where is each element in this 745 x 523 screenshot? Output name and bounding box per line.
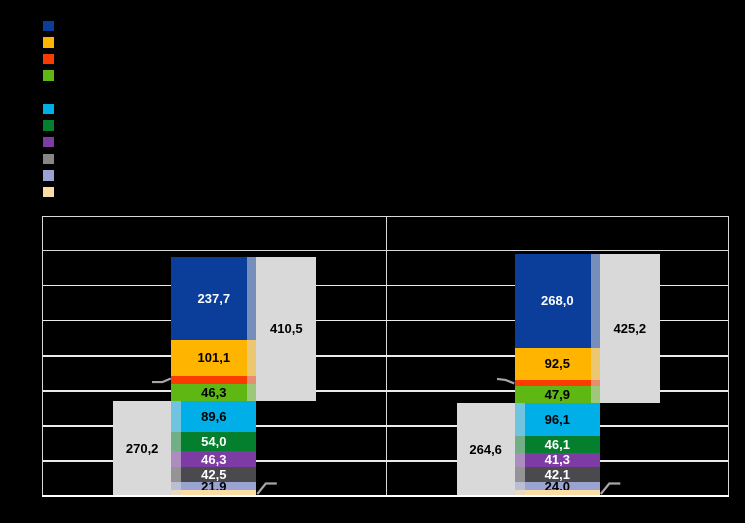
bar-segment xyxy=(514,385,600,403)
table-border-right xyxy=(727,216,729,497)
legend-swatch-icon xyxy=(43,20,54,31)
segment-value-label: 46,3 xyxy=(201,451,227,467)
legend-swatch-icon xyxy=(43,70,54,81)
legend-swatch-icon xyxy=(43,37,54,48)
bar-segment xyxy=(514,347,600,380)
bar-segment xyxy=(171,375,257,385)
lower-total-label: 264,6 xyxy=(469,441,502,457)
legend-swatch-icon xyxy=(43,153,54,164)
segment-value-label: 42,5 xyxy=(201,467,227,483)
legend-swatch-icon xyxy=(43,136,54,148)
legend-swatch-icon xyxy=(43,120,54,131)
segment-value-label: 47,9 xyxy=(544,386,570,402)
lower-overlay-strip xyxy=(171,400,182,496)
gridline xyxy=(43,460,728,462)
red-segment-callout-right xyxy=(496,377,515,385)
legend-swatch-icon xyxy=(43,53,54,65)
column-header xyxy=(42,216,386,250)
segment-value-label: 89,6 xyxy=(201,408,227,424)
bar-segment xyxy=(514,402,600,437)
table-border-left xyxy=(42,216,44,497)
red-segment-callout-left xyxy=(152,377,172,384)
gridline xyxy=(43,355,728,357)
bar-segment xyxy=(171,451,257,468)
bar-segment xyxy=(171,467,257,483)
upper-total-label: 410,5 xyxy=(270,321,303,337)
segment-value-label: 268,0 xyxy=(541,293,574,309)
lower-total-box xyxy=(456,402,515,496)
segment-value-label: 237,7 xyxy=(197,290,231,306)
segment-value-label: 101,1 xyxy=(197,350,231,366)
segment-value-label: 42,1 xyxy=(544,466,570,482)
gridline xyxy=(43,320,728,322)
bar-segment xyxy=(171,489,257,496)
lower-total-label: 270,2 xyxy=(125,440,159,456)
column-header xyxy=(386,216,730,250)
bar-segment xyxy=(514,436,600,453)
lower-total-box xyxy=(113,400,172,496)
gridline xyxy=(43,425,728,427)
upper-overlay-strip xyxy=(247,256,257,401)
legend-swatch-icon xyxy=(43,103,54,115)
legend-swatch-icon xyxy=(43,170,54,181)
gridline xyxy=(43,390,728,392)
segment-value-label: 46,3 xyxy=(201,385,227,401)
bar-segment xyxy=(171,384,257,401)
upper-total-box xyxy=(599,253,660,403)
bar-segment xyxy=(514,380,600,386)
segment-value-label: 41,3 xyxy=(544,452,570,468)
upper-overlay-strip xyxy=(590,253,600,403)
segment-value-label: 24,0 xyxy=(544,478,570,494)
segment-value-label: 54,0 xyxy=(201,434,227,450)
bar-segment xyxy=(171,340,257,376)
cream-segment-callout-left xyxy=(256,482,277,495)
segment-value-label: 46,1 xyxy=(544,436,570,452)
bar-segment xyxy=(514,467,600,482)
bar-segment xyxy=(171,256,257,341)
bar-segment xyxy=(514,253,600,348)
bar-segment xyxy=(514,481,600,491)
lower-overlay-strip xyxy=(514,402,525,496)
legend-swatch-icon xyxy=(43,186,54,198)
bar-segment xyxy=(514,452,600,468)
segment-value-label: 96,1 xyxy=(544,412,570,428)
gridline xyxy=(43,285,728,287)
segment-value-label: 21,9 xyxy=(201,478,227,494)
bar-segment xyxy=(171,400,257,433)
axis-baseline xyxy=(42,494,729,498)
segment-value-label: 92,5 xyxy=(544,356,570,372)
cream-segment-callout-right xyxy=(599,482,621,495)
upper-total-label: 425,2 xyxy=(613,320,647,336)
bar-segment xyxy=(171,432,257,452)
bar-segment xyxy=(171,482,257,490)
upper-total-box xyxy=(256,256,317,401)
bar-segment xyxy=(514,490,600,496)
